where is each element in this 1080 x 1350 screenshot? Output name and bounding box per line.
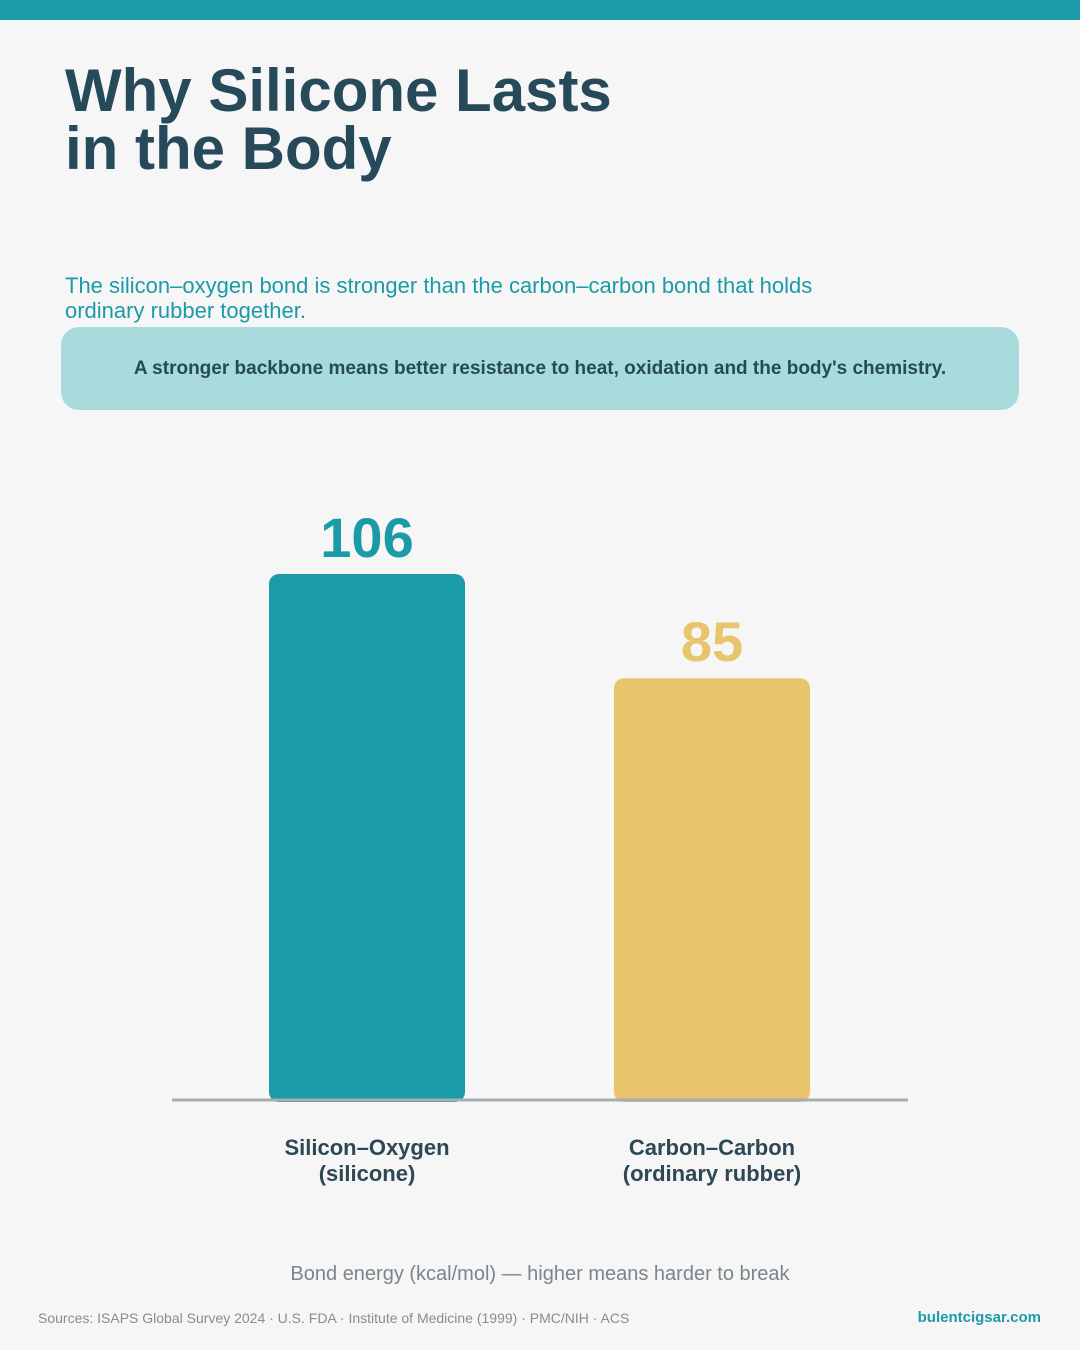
brand: bulentcigsar.com	[917, 1309, 1041, 1326]
callout: A stronger backbone means better resista…	[61, 327, 1019, 410]
callout-text: A stronger backbone means better resista…	[133, 357, 947, 379]
bar	[269, 574, 465, 1102]
sources: Sources: ISAPS Global Survey 2024 · U.S.…	[38, 1310, 630, 1326]
bar	[614, 678, 810, 1102]
title: Why Silicone Lasts in the Body	[65, 57, 612, 182]
x-tick-label: Silicon–Oxygen (silicone)	[284, 1135, 450, 1186]
top-bar	[0, 0, 1080, 20]
value-label: 85	[680, 610, 744, 674]
x-tick-label: Carbon–Carbon (ordinary rubber)	[622, 1135, 802, 1186]
x-axis-label: Bond energy (kcal/mol) — higher means ha…	[290, 1263, 790, 1285]
subtitle: The silicon–oxygen bond is stronger than…	[65, 273, 813, 323]
value-label: 106	[320, 506, 414, 569]
